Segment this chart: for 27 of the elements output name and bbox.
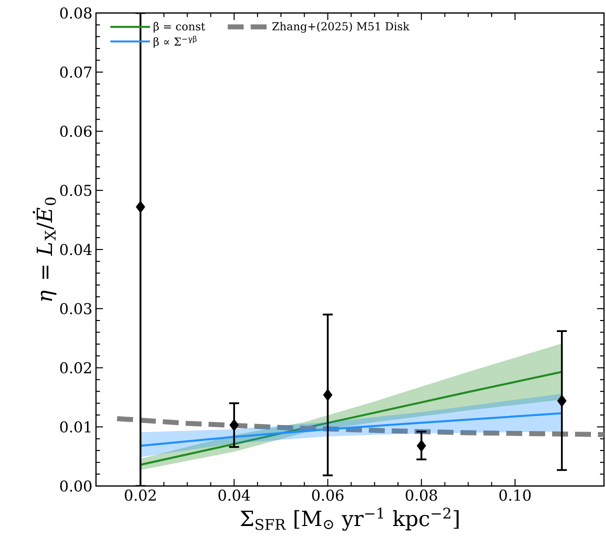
y-tick-label: 0.07	[60, 66, 92, 78]
point	[136, 200, 146, 214]
y-tick-label: 0.02	[60, 362, 91, 374]
line-series	[139, 412, 563, 447]
point	[557, 394, 567, 408]
y-axis-title: η = L$_{X}$/Ė$_{0}$	[32, 198, 56, 301]
point	[229, 418, 239, 432]
line-series	[114, 416, 604, 438]
y-tick-label: 0.08	[60, 7, 92, 19]
y-tick-label: 0.03	[60, 302, 92, 314]
line-series	[139, 370, 563, 466]
legend-label: Zhang+(2025) M51 Disk	[272, 22, 410, 33]
text: Σ$_{SFR}$ [M$_{⊙}$ yr$^{−1}$ kpc$^{−2}$]	[240, 508, 459, 531]
y-tick-label: 0.06	[60, 126, 92, 137]
y-tick-label: 0.05	[60, 184, 92, 196]
point	[416, 440, 426, 452]
point	[323, 388, 332, 402]
x-tick-label: 0.04	[218, 490, 250, 501]
x-tick-label: 0.10	[499, 490, 531, 501]
x-tick-label: 0.02	[124, 490, 156, 501]
x-tick-label: 0.06	[312, 490, 344, 501]
y-tick-label: 0.04	[60, 244, 92, 256]
x-tick-label: 0.08	[406, 490, 438, 501]
legend-label: β = const	[154, 22, 206, 33]
legend-label: β ∝ Σ$^{−γβ}$	[154, 36, 197, 48]
y-tick-label: 0.00	[60, 480, 92, 492]
y-tick-label: 0.01	[60, 421, 90, 433]
